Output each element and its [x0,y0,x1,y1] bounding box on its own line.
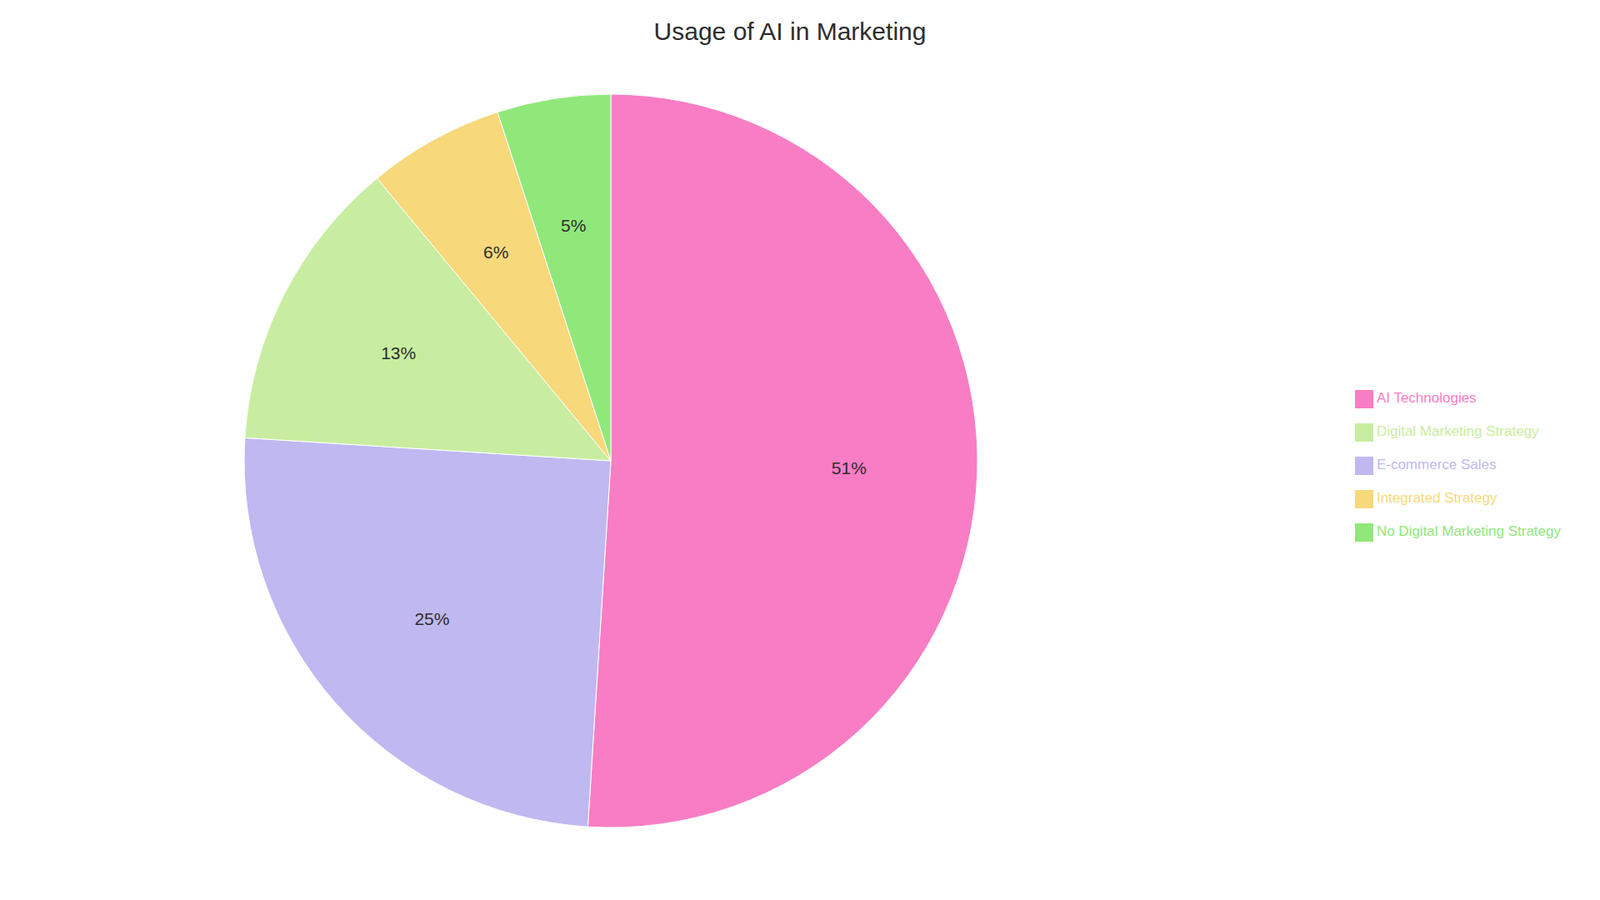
html-text:No Digital Marketing Strategy: No Digital Marketing Strategy [1376,523,1561,540]
svg-text:5%: 5% [560,215,586,235]
html-text:AI Technologies: AI Technologies [1376,390,1477,406]
html-text:Integrated Strategy: Integrated Strategy [1376,490,1498,506]
html-text:E-commerce Sales: E-commerce Sales [1376,456,1497,473]
svg-text:6%: 6% [483,242,509,262]
svg-text:25%: 25% [414,609,450,629]
svg-text:51%: 51% [831,458,867,478]
html-text:Usage of AI in Marketing: Usage of AI in Marketing [653,17,927,45]
html-text:Digital Marketing Strategy: Digital Marketing Strategy [1376,423,1539,440]
svg-text:13%: 13% [380,343,416,363]
